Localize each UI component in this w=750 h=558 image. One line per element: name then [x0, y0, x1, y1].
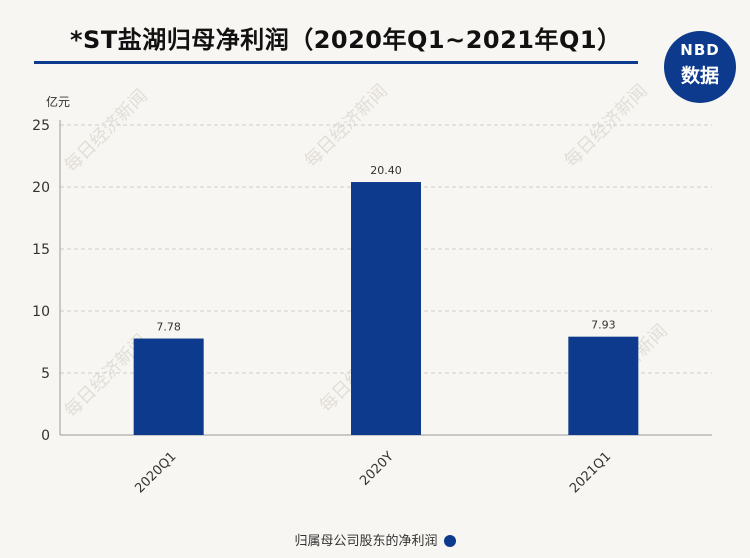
x-tick-label: 2020Y: [357, 449, 397, 489]
legend: 归属母公司股东的净利润: [0, 530, 750, 549]
bar-2020Y: [351, 182, 421, 435]
bar-2020Q1: [133, 338, 204, 435]
y-tick-label: 10: [32, 304, 50, 320]
y-tick-label: 5: [41, 366, 50, 382]
x-tick-label: 2021Q1: [567, 449, 614, 496]
logo-line1: NBD: [680, 41, 720, 59]
legend-label: 归属母公司股东的净利润: [294, 534, 438, 549]
y-axis-unit: 亿元: [46, 94, 70, 109]
logo-line2: 数据: [680, 65, 719, 87]
bar-2021Q1: [568, 336, 639, 435]
y-tick-label: 25: [32, 118, 50, 134]
data-label: 20.40: [370, 164, 402, 177]
watermark-text: 每日经济新闻: [301, 81, 392, 172]
watermark-text: 每日经济新闻: [61, 86, 152, 177]
title-underline: [34, 61, 638, 64]
y-tick-label: 15: [32, 242, 50, 258]
data-label: 7.78: [156, 321, 181, 334]
legend-swatch: [443, 535, 456, 547]
chart-title: *ST盐湖归母净利润（2020年Q1~2021年Q1）: [70, 26, 622, 54]
nbd-logo: NBD 数据: [664, 31, 736, 103]
x-tick-label: 2020Q1: [132, 449, 179, 496]
watermark-text: 每日经济新闻: [561, 81, 652, 172]
y-tick-label: 0: [41, 428, 50, 444]
y-tick-label: 20: [32, 180, 50, 196]
data-label: 7.93: [591, 319, 616, 332]
